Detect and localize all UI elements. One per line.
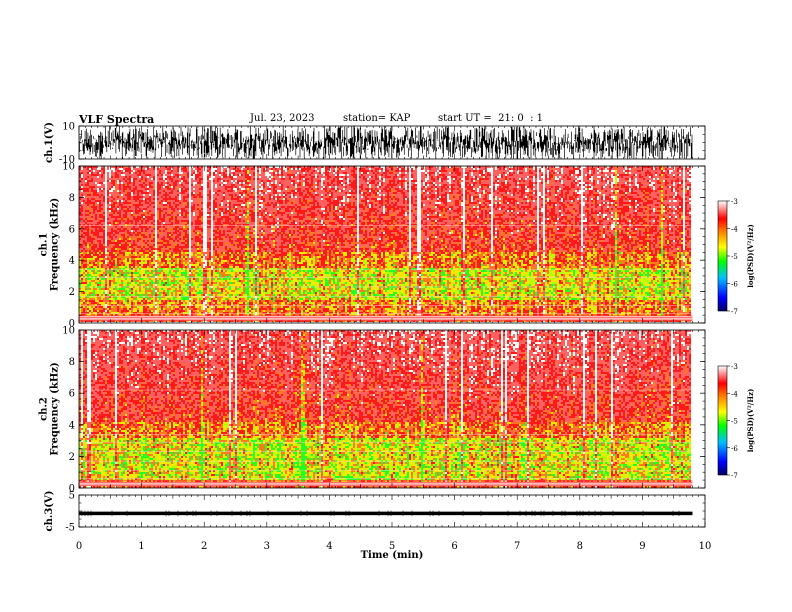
ch1-spectrogram-ytick-label: 8 <box>69 193 75 204</box>
ch1-spectrogram-image <box>79 166 692 322</box>
x-tick-label: 10 <box>699 541 712 552</box>
ch2-spectrogram-ytick-label: 10 <box>62 326 75 337</box>
ch1-waveform-ytick-label: 10 <box>62 122 75 133</box>
ch2-spectrogram-ytick-label: 4 <box>69 420 75 431</box>
x-tick-label: 9 <box>639 541 645 552</box>
ch2-spectrogram-image <box>79 330 692 488</box>
ch1-spectrogram-ytick-label: 6 <box>69 224 75 235</box>
colorbar-1-tick-label: -7 <box>731 308 738 316</box>
colorbar-2-tick-label: -6 <box>731 445 738 453</box>
ch3-waveform-ytick-label: -5 <box>65 523 75 534</box>
ch3-waveform-trace <box>79 512 692 516</box>
colorbar-1-tick-label: -4 <box>731 226 738 234</box>
x-tick-label: 2 <box>201 541 207 552</box>
colorbar-2-tick-label: -5 <box>731 418 738 426</box>
ch2-spectrogram-ytick-label: 8 <box>69 357 75 368</box>
colorbar-2 <box>718 366 727 475</box>
x-axis-label: Time (min) <box>361 550 424 561</box>
x-tick-label: 6 <box>451 541 457 552</box>
colorbar-2-label: log(PSD)(V²/Hz) <box>746 389 755 453</box>
x-tick-label: 0 <box>76 541 82 552</box>
ch3-waveform-spikes <box>79 511 679 517</box>
ch1-spectrogram-ytick-label: 4 <box>69 256 75 267</box>
x-tick-label: 1 <box>138 541 144 552</box>
x-tick-label: 3 <box>264 541 270 552</box>
x-tick-label: 4 <box>326 541 332 552</box>
colorbar-2-tick-label: -4 <box>731 390 738 398</box>
colorbar-1 <box>718 201 727 311</box>
colorbar-1-tick-label: -3 <box>731 198 738 206</box>
colorbar-1-label: log(PSD)(V²/Hz) <box>746 224 755 288</box>
ch1-waveform-ylabel: ch.1(V) <box>44 122 55 163</box>
ch3-waveform-ylabel: ch.3(V) <box>44 490 55 531</box>
ch2-spectrogram-ytick-label: 2 <box>69 452 75 463</box>
ch1-spectrogram-ytick-label: 10 <box>62 162 75 173</box>
ch2-spectrogram-ylabel: ch.2Frequency (kHz) <box>39 362 61 455</box>
colorbar-1-tick-label: -6 <box>731 281 738 289</box>
colorbar-2-tick-label: -7 <box>731 472 738 480</box>
ch2-spectrogram-ytick-label: 6 <box>69 389 75 400</box>
x-tick-label: 8 <box>577 541 583 552</box>
ch1-spectrogram-ytick-label: 2 <box>69 287 75 298</box>
x-tick-label: 7 <box>514 541 520 552</box>
colorbar-1-tick-label: -5 <box>731 253 738 261</box>
ch3-waveform-ytick-label: 5 <box>69 491 75 502</box>
colorbar-2-tick-label: -3 <box>731 363 738 371</box>
ch1-waveform-trace <box>80 126 693 159</box>
ch1-spectrogram-ylabel: ch.1Frequency (kHz) <box>39 198 61 291</box>
